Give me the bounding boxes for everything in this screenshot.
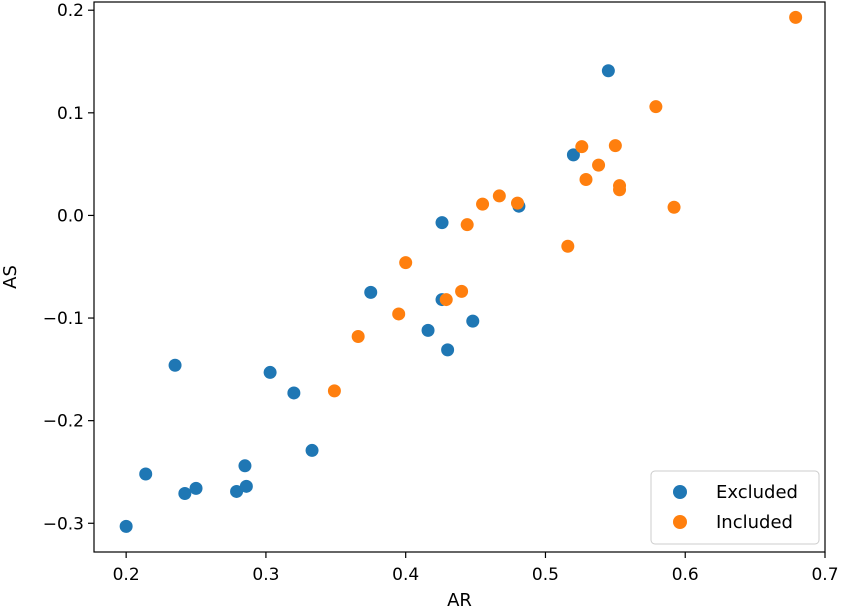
y-tick-label: 0.1	[57, 104, 84, 124]
y-tick-label: 0.0	[57, 206, 84, 226]
data-point-excluded	[119, 519, 133, 533]
data-point-excluded	[239, 479, 253, 493]
data-point-excluded	[287, 386, 301, 400]
x-tick-label: 0.5	[532, 565, 559, 585]
data-point-included	[327, 384, 341, 398]
data-point-included	[575, 140, 589, 154]
data-point-included	[579, 173, 593, 187]
data-point-excluded	[230, 484, 244, 498]
data-point-excluded	[305, 443, 319, 457]
data-point-excluded	[435, 216, 449, 230]
data-point-excluded	[441, 343, 455, 357]
legend-marker-excluded	[673, 485, 687, 499]
y-tick-label: 0.2	[57, 1, 84, 21]
y-tick-label: −0.2	[43, 412, 84, 432]
x-axis-ticks: 0.2 0.3 0.4 0.5 0.6 0.7	[113, 552, 839, 585]
plot-frame	[93, 1, 826, 553]
data-point-included	[455, 284, 469, 298]
y-axis-title: AS	[0, 265, 21, 289]
data-point-excluded	[421, 323, 435, 337]
data-point-excluded	[189, 481, 203, 495]
data-point-included	[789, 10, 803, 24]
data-point-included	[592, 158, 606, 172]
x-tick-label: 0.6	[672, 565, 699, 585]
x-tick-label: 0.2	[113, 565, 140, 585]
data-point-included	[613, 183, 627, 197]
legend: Excluded Included	[650, 470, 820, 545]
y-tick-label: −0.1	[43, 309, 84, 329]
data-point-included	[392, 307, 406, 321]
data-point-excluded	[238, 459, 252, 473]
data-point-excluded	[364, 285, 378, 299]
data-point-excluded	[263, 365, 277, 379]
data-point-excluded	[466, 314, 480, 328]
data-point-excluded	[178, 487, 192, 501]
data-point-included	[667, 200, 681, 214]
y-tick-label: −0.3	[43, 514, 84, 534]
data-points	[119, 10, 803, 533]
data-point-included	[476, 197, 490, 211]
data-point-included	[439, 293, 453, 307]
legend-label-included: Included	[716, 512, 793, 533]
legend-marker-included	[673, 515, 687, 529]
data-point-included	[492, 189, 506, 203]
data-point-excluded	[168, 358, 182, 372]
data-point-included	[460, 218, 474, 232]
data-point-included	[399, 256, 413, 270]
data-point-excluded	[139, 467, 153, 481]
data-point-excluded	[566, 148, 580, 162]
legend-box	[650, 470, 820, 545]
data-point-excluded	[601, 64, 615, 78]
data-point-included	[511, 196, 525, 210]
x-tick-label: 0.7	[811, 565, 838, 585]
y-axis-ticks: −0.3 −0.2 −0.1 0.0 0.1 0.2	[43, 1, 94, 534]
data-point-included	[561, 239, 575, 253]
data-point-included	[351, 330, 365, 344]
data-point-included	[608, 139, 622, 153]
data-point-included	[649, 100, 663, 114]
legend-label-excluded: Excluded	[716, 482, 798, 503]
x-axis-title: AR	[447, 590, 472, 611]
x-tick-label: 0.3	[252, 565, 279, 585]
x-tick-label: 0.4	[392, 565, 419, 585]
